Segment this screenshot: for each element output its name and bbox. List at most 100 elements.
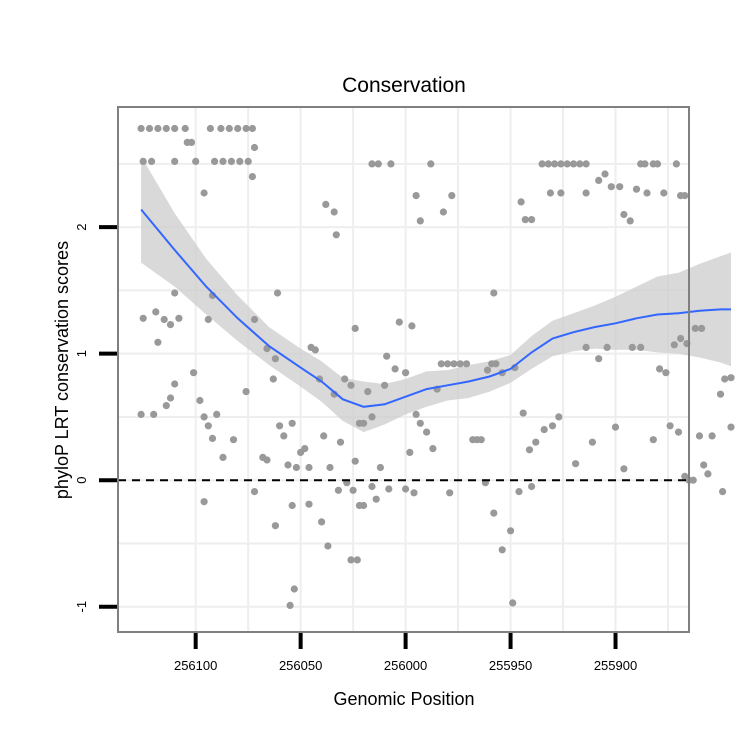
- data-point: [200, 413, 208, 421]
- chart-title: Conservation: [342, 74, 466, 97]
- data-point: [145, 124, 154, 133]
- data-point: [490, 289, 498, 297]
- data-point: [582, 160, 590, 168]
- data-point: [569, 160, 578, 168]
- data-point: [446, 489, 454, 497]
- data-point: [372, 495, 380, 503]
- data-point: [336, 438, 345, 446]
- data-point: [595, 176, 603, 184]
- data-point: [727, 423, 735, 431]
- data-point: [190, 369, 198, 377]
- data-point: [187, 138, 196, 146]
- data-point: [544, 160, 552, 168]
- data-point: [263, 456, 271, 464]
- grid: [118, 107, 689, 632]
- data-point: [280, 432, 288, 440]
- data-point: [450, 360, 458, 368]
- data-point: [546, 189, 555, 197]
- data-point: [271, 355, 279, 363]
- data-point: [364, 388, 372, 396]
- data-point: [154, 124, 162, 133]
- data-point: [374, 160, 382, 168]
- data-point: [292, 463, 300, 472]
- data-point: [206, 124, 214, 133]
- data-point: [637, 343, 645, 351]
- data-point: [660, 189, 668, 197]
- data-point: [360, 419, 368, 427]
- data-point: [540, 426, 548, 434]
- data-point: [611, 423, 620, 431]
- data-point: [412, 410, 420, 418]
- data-point: [521, 216, 529, 224]
- data-point: [689, 476, 697, 484]
- data-point: [698, 324, 706, 332]
- data-point: [519, 409, 527, 417]
- data-point: [572, 460, 580, 468]
- data-point: [528, 216, 536, 224]
- data-point: [492, 360, 500, 368]
- data-point: [525, 446, 534, 454]
- data-point: [677, 334, 685, 343]
- data-point: [242, 388, 250, 396]
- data-point: [175, 314, 183, 322]
- data-point: [423, 428, 431, 436]
- y-axis-label: phyloP LRT conservation scores: [52, 241, 72, 499]
- data-point: [643, 189, 651, 197]
- data-point: [192, 157, 200, 165]
- panel-border: [117, 106, 690, 633]
- data-point: [719, 488, 727, 496]
- data-point: [320, 432, 328, 440]
- data-point: [626, 217, 634, 225]
- data-point: [383, 352, 391, 360]
- data-point: [213, 410, 221, 418]
- data-point: [196, 396, 204, 405]
- data-point: [349, 486, 357, 494]
- x-axis-label: Genomic Position: [333, 689, 474, 709]
- data-point: [181, 124, 189, 133]
- data-point: [139, 314, 147, 322]
- y-tick-label: 2: [74, 224, 89, 231]
- data-point: [160, 315, 168, 324]
- data-point: [444, 360, 452, 368]
- y-tick-label: 1: [74, 350, 89, 357]
- data-point: [219, 157, 227, 165]
- data-point: [490, 509, 498, 517]
- data-point: [429, 445, 437, 453]
- data-point: [305, 463, 313, 472]
- data-point: [628, 343, 636, 351]
- data-point: [351, 324, 359, 332]
- data-point: [408, 322, 416, 330]
- data-point: [385, 485, 393, 493]
- data-point: [582, 343, 590, 351]
- data-point: [311, 346, 319, 354]
- data-point: [166, 321, 175, 329]
- data-point: [437, 360, 445, 368]
- data-point: [555, 413, 563, 421]
- data-point: [695, 432, 704, 440]
- data-point: [528, 482, 536, 491]
- x-tick-label: 256000: [384, 658, 427, 673]
- data-point: [563, 160, 571, 168]
- data-point: [439, 208, 447, 216]
- data-point: [171, 289, 179, 297]
- data-point: [227, 157, 235, 165]
- data-point: [532, 438, 540, 446]
- data-point: [656, 365, 664, 373]
- data-point: [204, 315, 212, 324]
- data-point: [162, 402, 170, 410]
- data-point: [395, 318, 403, 326]
- data-point: [269, 375, 277, 383]
- y-tick-label: -1: [74, 601, 89, 613]
- data-point: [653, 160, 662, 168]
- data-point: [318, 518, 326, 526]
- data-point: [217, 124, 225, 133]
- data-point: [412, 192, 420, 200]
- x-tick-label: 256050: [279, 658, 322, 673]
- data-point: [330, 208, 338, 216]
- data-point: [681, 192, 689, 200]
- data-point: [324, 542, 332, 550]
- data-point: [139, 157, 147, 165]
- data-point: [200, 189, 208, 197]
